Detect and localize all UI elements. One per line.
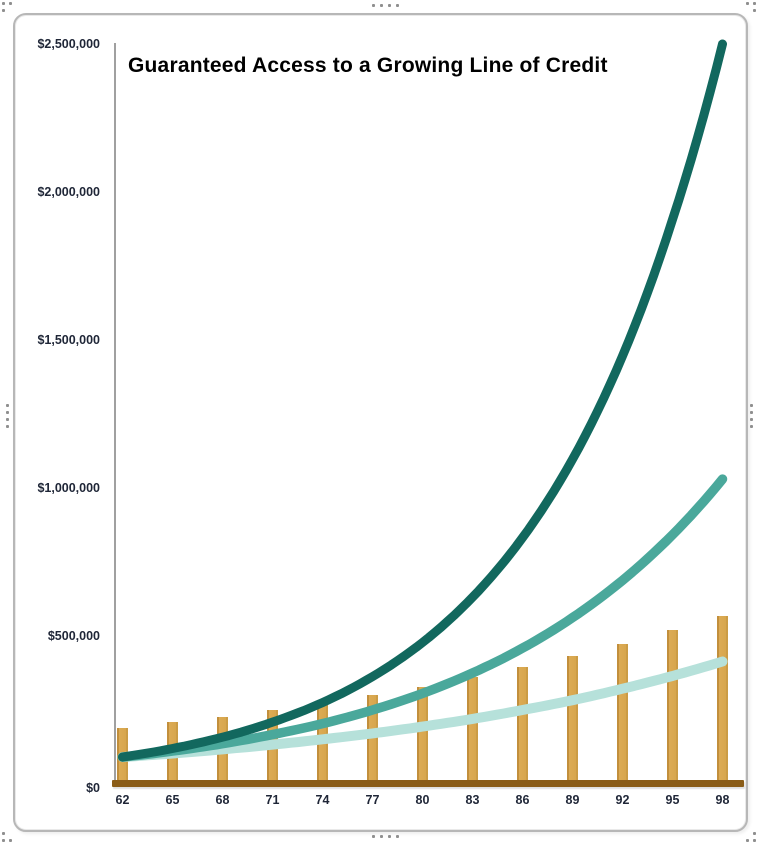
handle-dot [396,4,399,7]
bar[interactable] [467,677,478,784]
handle-dot [746,839,749,842]
chart-object-frame[interactable] [13,13,748,832]
x-tick-label: 92 [615,793,630,807]
handle-dot [753,2,756,5]
x-axis-line [112,780,744,787]
bar[interactable] [617,643,628,784]
y-tick-label: $2,000,000 [37,185,100,199]
x-tick-label: 62 [115,793,130,807]
bar[interactable] [517,667,528,784]
handle-dot [6,418,9,421]
bar[interactable] [267,710,278,784]
handle-dot [388,835,391,838]
handle-dot [753,832,756,835]
bar[interactable] [317,702,328,784]
handle-dot [372,835,375,838]
handle-dot [2,832,5,835]
handle-dot [750,404,753,407]
handle-dot [9,839,12,842]
chart-title: Guaranteed Access to a Growing Line of C… [128,54,608,77]
handle-dot [372,4,375,7]
handle-dot [2,839,5,842]
x-tick-label: 89 [565,793,580,807]
bar[interactable] [717,615,728,784]
handle-dot [753,9,756,12]
handle-dot [9,2,12,5]
handle-dot [388,4,391,7]
bar[interactable] [417,686,428,784]
x-tick-label: 65 [165,793,180,807]
x-tick-label: 86 [515,793,530,807]
y-tick-label: $1,000,000 [37,481,100,495]
handle-dot [380,835,383,838]
handle-dot [6,425,9,428]
handle-dot [750,411,753,414]
handle-dot [746,2,749,5]
handle-dot [380,4,383,7]
x-tick-label: 98 [715,793,730,807]
bar[interactable] [167,722,178,784]
y-tick-label: $0 [86,781,100,795]
y-axis-line [114,43,116,784]
handle-dot [396,835,399,838]
y-tick-label: $2,500,000 [37,37,100,51]
bar[interactable] [117,727,128,784]
bar[interactable] [567,655,578,784]
handle-dot [6,411,9,414]
handle-dot [750,425,753,428]
x-tick-label: 74 [315,793,330,807]
x-tick-label: 83 [465,793,480,807]
y-tick-label: $500,000 [47,629,100,643]
handle-dot [753,839,756,842]
x-tick-label: 95 [665,793,680,807]
handle-dot [750,418,753,421]
bar[interactable] [667,630,678,784]
x-tick-label: 80 [415,793,430,807]
handle-dot [2,9,5,12]
bar[interactable] [367,695,378,784]
handle-dot [6,404,9,407]
handle-dot [2,2,5,5]
x-tick-label: 77 [365,793,380,807]
x-tick-label: 71 [265,793,280,807]
bar[interactable] [217,716,228,784]
x-tick-label: 68 [215,793,230,807]
y-tick-label: $1,500,000 [37,333,100,347]
